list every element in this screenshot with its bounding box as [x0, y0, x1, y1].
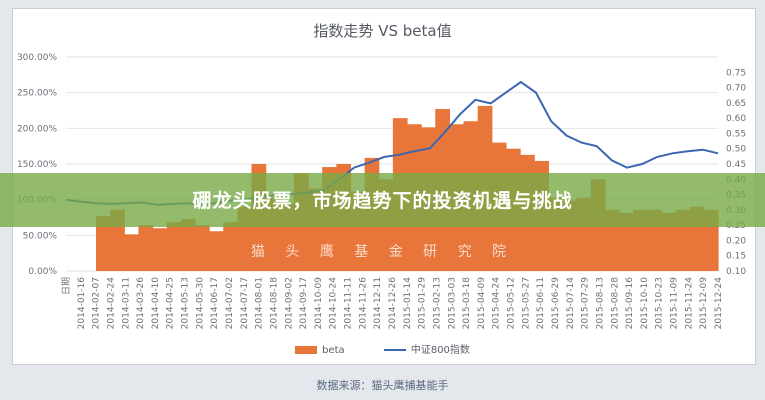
beta-bar	[152, 228, 168, 271]
left-tick-label: 250.00%	[17, 89, 57, 99]
x-tick-label: 2014-05-13	[181, 277, 191, 329]
x-tick-label: 2015-11-09	[670, 277, 680, 330]
x-tick-label: 2015-08-28	[610, 277, 620, 330]
right-tick-label: 0.50	[726, 145, 746, 155]
right-tick-label: 0.70	[726, 84, 746, 94]
x-tick-label: 2014-01-16	[77, 277, 87, 330]
x-tick-label: 2014-12-26	[388, 277, 398, 330]
x-tick-label: 2014-09-02	[284, 277, 294, 329]
right-tick-label: 0.75	[726, 68, 746, 78]
beta-bar	[138, 225, 154, 271]
x-tick-label: 2015-12-09	[699, 277, 709, 330]
beta-bar	[619, 212, 634, 271]
x-tick-label: 2015-08-13	[595, 277, 605, 329]
left-tick-label: 300.00%	[17, 53, 57, 63]
x-tick-label: 2015-04-24	[492, 277, 502, 330]
x-tick-label: 2014-03-26	[136, 277, 146, 330]
x-tick-label: 2014-10-09	[314, 277, 324, 330]
right-tick-label: 0.55	[726, 129, 746, 139]
right-tick-label: 0.60	[726, 114, 746, 124]
left-tick-label: 0.00%	[28, 267, 57, 277]
beta-bar	[223, 222, 238, 271]
chart-title: 指数走势 VS beta值	[313, 22, 452, 40]
x-tick-label: 2015-03-03	[447, 277, 457, 329]
x-tick-label: 2014-10-24	[329, 277, 339, 330]
x-tick-label: 2015-06-11	[536, 277, 546, 329]
x-tick-label: 2015-10-10	[640, 277, 650, 330]
x-tick-label: 2014-07-02	[225, 277, 235, 329]
legend-label-beta: beta	[322, 345, 345, 356]
beta-bar	[166, 222, 182, 271]
x-tick-label: 2014-08-01	[255, 277, 265, 329]
x-tick-label: 2015-07-29	[581, 277, 591, 330]
x-tick-label: 2015-12-24	[714, 277, 724, 330]
x-tick-label: 2015-04-09	[477, 277, 487, 330]
x-tick-label: 2014-06-17	[210, 277, 220, 329]
data-source-footer: 数据来源：猫头鹰捕基能手	[316, 379, 449, 392]
legend-label-index: 中证800指数	[410, 345, 470, 356]
beta-bar	[209, 231, 224, 271]
x-axis-ticks: 日期 2014-01-16 2014-02-07 2014-02-24 2014-03-…	[61, 277, 724, 330]
x-tick-label: 2014-05-30	[195, 277, 205, 330]
beta-bar	[96, 215, 111, 271]
left-tick-label: 200.00%	[17, 124, 57, 134]
legend-swatch-index	[383, 349, 406, 351]
x-tick-label: 2014-04-25	[166, 277, 176, 329]
x-tick-label: 2015-05-12	[507, 277, 517, 329]
legend-swatch-beta	[295, 346, 318, 354]
beta-bar	[180, 219, 196, 271]
x-tick-label: 2014-11-26	[358, 277, 368, 330]
right-tick-label: 0.15	[726, 252, 746, 262]
watermark-text: 猫 头 鹰 基 金 研 究 院	[250, 244, 515, 260]
right-tick-label: 0.10	[726, 267, 746, 277]
x-tick-label: 2015-01-29	[418, 277, 428, 330]
x-tick-label: 2015-11-24	[684, 277, 694, 330]
x-tick-label: 2014-03-11	[121, 277, 131, 329]
x-tick-label: 2015-01-14	[403, 277, 413, 330]
x-tick-label: 日期	[61, 277, 72, 295]
chart-legend: beta 中证800指数	[0, 341, 765, 356]
x-tick-label: 2015-06-29	[551, 277, 561, 330]
right-tick-label: 0.65	[726, 99, 746, 109]
x-tick-label: 2014-12-11	[373, 277, 383, 329]
right-tick-label: 0.45	[726, 160, 746, 170]
beta-bar	[124, 234, 140, 271]
x-tick-label: 2015-03-18	[462, 277, 472, 330]
x-tick-label: 2014-02-24	[106, 277, 116, 330]
beta-bar	[194, 225, 210, 271]
legend-item-index: 中证800指数	[383, 341, 470, 356]
x-tick-label: 2014-04-10	[151, 277, 161, 330]
x-tick-label: 2014-02-07	[92, 277, 102, 329]
x-tick-label: 2014-07-17	[240, 277, 250, 329]
beta-bar	[661, 212, 677, 271]
legend-item-beta: beta	[295, 345, 345, 356]
x-tick-label: 2015-02-13	[432, 277, 442, 329]
x-tick-label: 2014-11-11	[344, 277, 354, 329]
headline-text: 硼龙头股票，市场趋势下的投资机遇与挑战	[192, 190, 573, 212]
x-tick-label: 2014-09-17	[299, 277, 309, 329]
x-tick-label: 2015-05-27	[521, 277, 531, 329]
headline-banner	[0, 173, 765, 227]
x-tick-label: 2015-09-16	[625, 277, 635, 330]
x-tick-label: 2014-08-18	[269, 277, 279, 330]
left-tick-label: 50.00%	[23, 231, 58, 241]
right-tick-label: 0.20	[726, 236, 746, 246]
x-tick-label: 2015-10-23	[655, 277, 665, 329]
left-tick-label: 150.00%	[17, 160, 57, 170]
x-tick-label: 2015-07-14	[566, 277, 576, 330]
